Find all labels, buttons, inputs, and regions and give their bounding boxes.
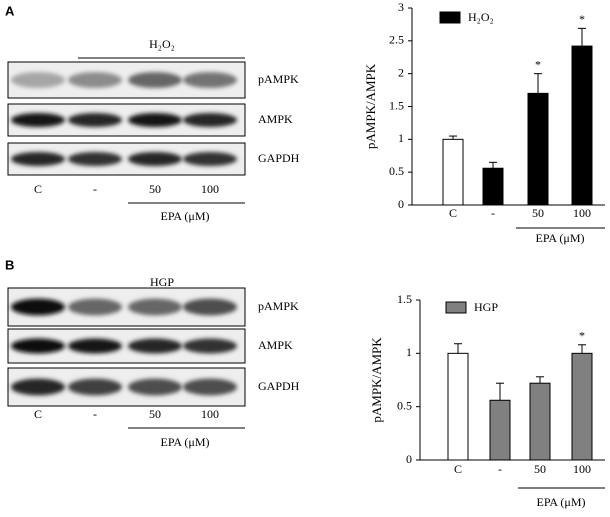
y-tick-label: 0.5 xyxy=(389,164,404,178)
lane-label: C xyxy=(34,182,42,196)
panel-label: A xyxy=(5,3,15,18)
legend-swatch xyxy=(445,301,467,314)
x-tick-label: C xyxy=(449,206,457,220)
x-tick-label: 50 xyxy=(534,462,546,476)
band-label: AMPK xyxy=(258,338,293,352)
y-tick-label: 0 xyxy=(406,452,412,466)
y-axis-label: pAMPK/AMPK xyxy=(363,63,378,149)
band-label: GAPDH xyxy=(258,151,300,165)
blot-band xyxy=(11,338,65,354)
bar xyxy=(527,92,549,206)
y-tick-label: 1.5 xyxy=(389,98,404,112)
y-axis-label: pAMPK/AMPK xyxy=(369,337,384,423)
bar xyxy=(571,45,593,206)
band-label: pAMPK xyxy=(258,299,299,313)
y-tick-label: 0.5 xyxy=(397,398,412,412)
lane-label: 50 xyxy=(149,407,161,421)
bar xyxy=(447,352,469,461)
blot-band xyxy=(128,338,182,354)
blot-band xyxy=(183,338,237,354)
blot-band xyxy=(183,151,237,167)
y-tick-label: 1 xyxy=(398,131,404,145)
significance-mark: * xyxy=(579,12,585,26)
blot-band xyxy=(68,378,122,396)
blot-band xyxy=(128,298,182,316)
x-tick-label: 100 xyxy=(573,462,591,476)
band-label: pAMPK xyxy=(258,72,299,86)
blot-band xyxy=(68,112,122,128)
blot-band xyxy=(183,378,237,396)
band-label: AMPK xyxy=(258,112,293,126)
y-tick-label: 2 xyxy=(398,65,404,79)
blot-band xyxy=(11,72,65,88)
bar xyxy=(529,382,551,461)
y-tick-label: 1.5 xyxy=(397,292,412,306)
bar xyxy=(482,167,504,206)
x-tick-label: C xyxy=(454,462,462,476)
blot-band xyxy=(128,72,182,88)
lane-label: 100 xyxy=(201,407,219,421)
lane-label: - xyxy=(93,407,97,421)
lane-label: 100 xyxy=(201,182,219,196)
bar xyxy=(489,399,511,461)
lane-label: C xyxy=(34,407,42,421)
blot-band xyxy=(183,112,237,128)
blot-band xyxy=(68,338,122,354)
blot-band xyxy=(183,72,237,88)
legend-swatch xyxy=(439,11,461,24)
bar xyxy=(571,352,593,461)
treatment-label: H₂O₂ xyxy=(149,37,175,51)
dose-label: EPA (μM) xyxy=(160,209,209,223)
blot-band xyxy=(68,151,122,167)
blot-band xyxy=(128,151,182,167)
y-tick-label: 3 xyxy=(398,0,404,14)
x-group-label: EPA (μM) xyxy=(535,231,584,245)
dose-label: EPA (μM) xyxy=(160,435,209,449)
y-tick-label: 1 xyxy=(406,345,412,359)
lane-label: 50 xyxy=(149,182,161,196)
y-tick-label: 0 xyxy=(398,197,404,211)
significance-mark: * xyxy=(579,329,585,343)
blot-band xyxy=(68,72,122,88)
blot-band xyxy=(11,378,65,396)
blot-band xyxy=(11,112,65,128)
x-tick-label: 50 xyxy=(532,206,544,220)
x-tick-label: 100 xyxy=(573,206,591,220)
treatment-label: HGP xyxy=(150,275,174,289)
blot-band xyxy=(11,298,65,316)
bar xyxy=(442,138,464,206)
blot-band xyxy=(128,378,182,396)
x-group-label: EPA (μM) xyxy=(536,495,585,509)
x-tick-label: - xyxy=(498,462,502,476)
blot-band xyxy=(68,298,122,316)
blot-band xyxy=(11,151,65,167)
legend-label: H₂O₂ xyxy=(468,10,494,24)
panel-label: B xyxy=(5,257,14,272)
y-tick-label: 2.5 xyxy=(389,33,404,47)
x-tick-label: - xyxy=(491,206,495,220)
lane-label: - xyxy=(93,182,97,196)
significance-mark: * xyxy=(535,57,541,71)
band-label: GAPDH xyxy=(258,379,300,393)
blot-band xyxy=(128,112,182,128)
blot-band xyxy=(183,298,237,316)
legend-label: HGP xyxy=(474,300,498,314)
